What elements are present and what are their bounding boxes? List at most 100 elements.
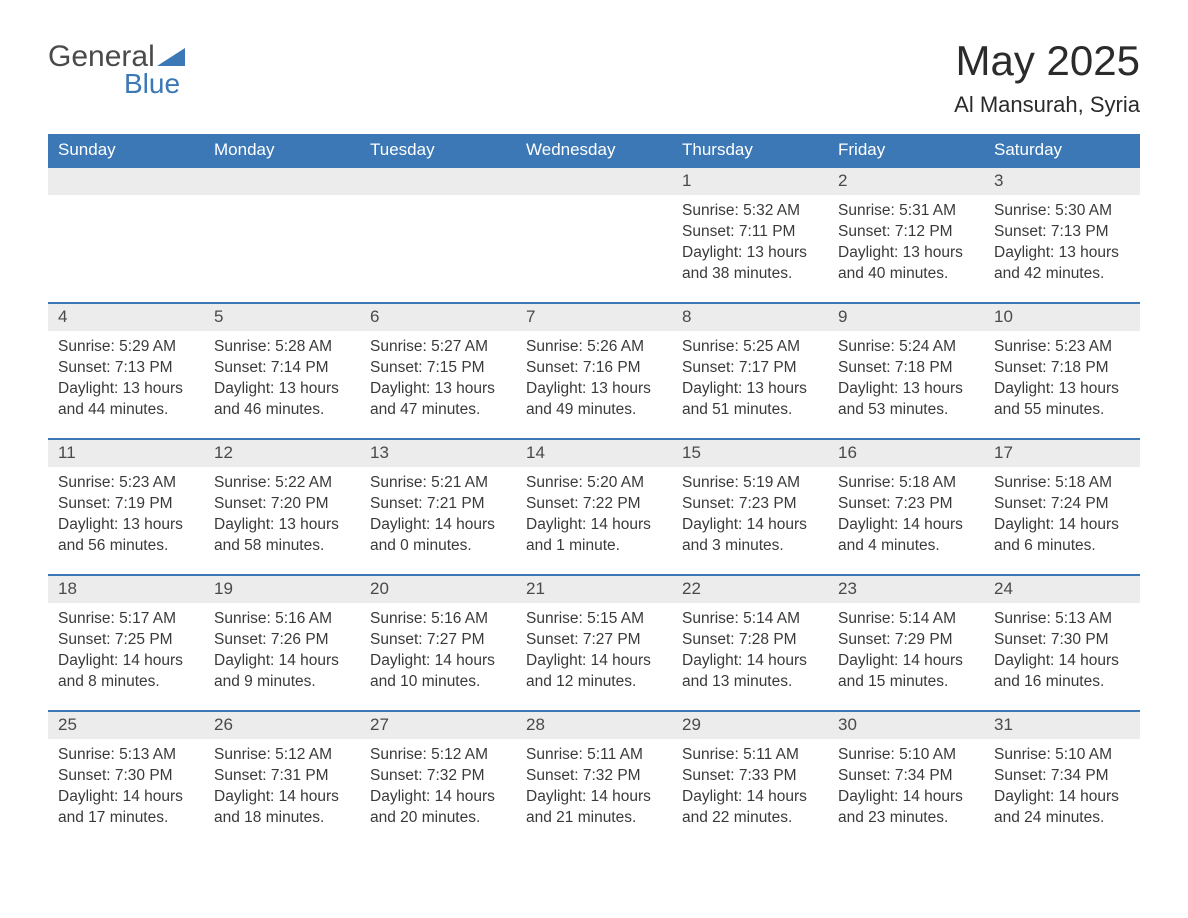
sunrise-text: Sunrise: 5:29 AM — [58, 337, 194, 358]
sunrise-text: Sunrise: 5:31 AM — [838, 201, 974, 222]
day-body: Sunrise: 5:15 AMSunset: 7:27 PMDaylight:… — [516, 603, 672, 701]
sunset-text: Sunset: 7:27 PM — [526, 630, 662, 651]
day-number: 22 — [672, 576, 828, 603]
sunrise-text: Sunrise: 5:30 AM — [994, 201, 1130, 222]
sunset-text: Sunset: 7:13 PM — [994, 222, 1130, 243]
sunset-text: Sunset: 7:18 PM — [994, 358, 1130, 379]
day-body: Sunrise: 5:18 AMSunset: 7:23 PMDaylight:… — [828, 467, 984, 565]
daylight-line-1: Daylight: 13 hours — [838, 243, 974, 264]
daylight-line-1: Daylight: 13 hours — [994, 243, 1130, 264]
calendar-day-cell: 1Sunrise: 5:32 AMSunset: 7:11 PMDaylight… — [672, 166, 828, 302]
daylight-line-2: and 21 minutes. — [526, 808, 662, 829]
day-body: Sunrise: 5:23 AMSunset: 7:18 PMDaylight:… — [984, 331, 1140, 429]
day-number: 21 — [516, 576, 672, 603]
brand-word-2: Blue — [124, 68, 180, 100]
day-number: 18 — [48, 576, 204, 603]
calendar-day-cell: 25Sunrise: 5:13 AMSunset: 7:30 PMDayligh… — [48, 710, 204, 846]
daylight-line-1: Daylight: 14 hours — [214, 787, 350, 808]
calendar-day-cell — [204, 166, 360, 302]
daylight-line-1: Daylight: 13 hours — [838, 379, 974, 400]
calendar-day-cell: 29Sunrise: 5:11 AMSunset: 7:33 PMDayligh… — [672, 710, 828, 846]
sunset-text: Sunset: 7:23 PM — [682, 494, 818, 515]
sunset-text: Sunset: 7:11 PM — [682, 222, 818, 243]
sunrise-text: Sunrise: 5:11 AM — [682, 745, 818, 766]
daylight-line-2: and 49 minutes. — [526, 400, 662, 421]
sunrise-text: Sunrise: 5:27 AM — [370, 337, 506, 358]
day-number: 9 — [828, 304, 984, 331]
daylight-line-2: and 53 minutes. — [838, 400, 974, 421]
day-number: 28 — [516, 712, 672, 739]
day-body: Sunrise: 5:27 AMSunset: 7:15 PMDaylight:… — [360, 331, 516, 429]
calendar-week-row: 25Sunrise: 5:13 AMSunset: 7:30 PMDayligh… — [48, 710, 1140, 846]
calendar-day-cell: 11Sunrise: 5:23 AMSunset: 7:19 PMDayligh… — [48, 438, 204, 574]
daylight-line-1: Daylight: 14 hours — [682, 515, 818, 536]
calendar-week-row: 18Sunrise: 5:17 AMSunset: 7:25 PMDayligh… — [48, 574, 1140, 710]
day-body: Sunrise: 5:11 AMSunset: 7:32 PMDaylight:… — [516, 739, 672, 837]
calendar-day-cell — [360, 166, 516, 302]
calendar-day-cell: 3Sunrise: 5:30 AMSunset: 7:13 PMDaylight… — [984, 166, 1140, 302]
sunset-text: Sunset: 7:15 PM — [370, 358, 506, 379]
sunset-text: Sunset: 7:34 PM — [838, 766, 974, 787]
daylight-line-2: and 6 minutes. — [994, 536, 1130, 557]
daylight-line-1: Daylight: 14 hours — [838, 515, 974, 536]
sunrise-text: Sunrise: 5:28 AM — [214, 337, 350, 358]
day-number: 16 — [828, 440, 984, 467]
day-number: 24 — [984, 576, 1140, 603]
day-number: 13 — [360, 440, 516, 467]
sunrise-text: Sunrise: 5:21 AM — [370, 473, 506, 494]
sunset-text: Sunset: 7:30 PM — [58, 766, 194, 787]
day-body: Sunrise: 5:13 AMSunset: 7:30 PMDaylight:… — [48, 739, 204, 837]
day-number: 20 — [360, 576, 516, 603]
day-body: Sunrise: 5:19 AMSunset: 7:23 PMDaylight:… — [672, 467, 828, 565]
calendar-day-cell: 7Sunrise: 5:26 AMSunset: 7:16 PMDaylight… — [516, 302, 672, 438]
daylight-line-2: and 3 minutes. — [682, 536, 818, 557]
daylight-line-1: Daylight: 14 hours — [370, 787, 506, 808]
day-number — [516, 168, 672, 195]
sunrise-text: Sunrise: 5:11 AM — [526, 745, 662, 766]
calendar-table: Sunday Monday Tuesday Wednesday Thursday… — [48, 134, 1140, 846]
calendar-day-cell: 22Sunrise: 5:14 AMSunset: 7:28 PMDayligh… — [672, 574, 828, 710]
sunset-text: Sunset: 7:13 PM — [58, 358, 194, 379]
calendar-week-row: 11Sunrise: 5:23 AMSunset: 7:19 PMDayligh… — [48, 438, 1140, 574]
weekday-header: Saturday — [984, 134, 1140, 166]
calendar-day-cell: 23Sunrise: 5:14 AMSunset: 7:29 PMDayligh… — [828, 574, 984, 710]
weekday-header: Sunday — [48, 134, 204, 166]
day-body: Sunrise: 5:30 AMSunset: 7:13 PMDaylight:… — [984, 195, 1140, 293]
day-number: 15 — [672, 440, 828, 467]
calendar-day-cell: 31Sunrise: 5:10 AMSunset: 7:34 PMDayligh… — [984, 710, 1140, 846]
sunset-text: Sunset: 7:20 PM — [214, 494, 350, 515]
day-number: 2 — [828, 168, 984, 195]
calendar-day-cell: 17Sunrise: 5:18 AMSunset: 7:24 PMDayligh… — [984, 438, 1140, 574]
sunset-text: Sunset: 7:32 PM — [370, 766, 506, 787]
sunset-text: Sunset: 7:27 PM — [370, 630, 506, 651]
sunrise-text: Sunrise: 5:22 AM — [214, 473, 350, 494]
sunrise-text: Sunrise: 5:12 AM — [370, 745, 506, 766]
sunrise-text: Sunrise: 5:26 AM — [526, 337, 662, 358]
daylight-line-2: and 20 minutes. — [370, 808, 506, 829]
calendar-day-cell: 15Sunrise: 5:19 AMSunset: 7:23 PMDayligh… — [672, 438, 828, 574]
calendar-day-cell: 14Sunrise: 5:20 AMSunset: 7:22 PMDayligh… — [516, 438, 672, 574]
daylight-line-1: Daylight: 13 hours — [214, 379, 350, 400]
sunrise-text: Sunrise: 5:16 AM — [370, 609, 506, 630]
weekday-header: Monday — [204, 134, 360, 166]
sunrise-text: Sunrise: 5:23 AM — [58, 473, 194, 494]
day-number: 6 — [360, 304, 516, 331]
day-number: 5 — [204, 304, 360, 331]
day-number — [204, 168, 360, 195]
daylight-line-1: Daylight: 13 hours — [58, 515, 194, 536]
sunset-text: Sunset: 7:21 PM — [370, 494, 506, 515]
day-body: Sunrise: 5:10 AMSunset: 7:34 PMDaylight:… — [828, 739, 984, 837]
daylight-line-1: Daylight: 14 hours — [994, 651, 1130, 672]
day-body: Sunrise: 5:32 AMSunset: 7:11 PMDaylight:… — [672, 195, 828, 293]
day-body: Sunrise: 5:17 AMSunset: 7:25 PMDaylight:… — [48, 603, 204, 701]
daylight-line-1: Daylight: 13 hours — [682, 243, 818, 264]
day-number: 23 — [828, 576, 984, 603]
daylight-line-2: and 17 minutes. — [58, 808, 194, 829]
calendar-day-cell — [516, 166, 672, 302]
day-number: 26 — [204, 712, 360, 739]
calendar-day-cell: 6Sunrise: 5:27 AMSunset: 7:15 PMDaylight… — [360, 302, 516, 438]
sunrise-text: Sunrise: 5:10 AM — [838, 745, 974, 766]
sunset-text: Sunset: 7:33 PM — [682, 766, 818, 787]
sunrise-text: Sunrise: 5:23 AM — [994, 337, 1130, 358]
daylight-line-2: and 42 minutes. — [994, 264, 1130, 285]
